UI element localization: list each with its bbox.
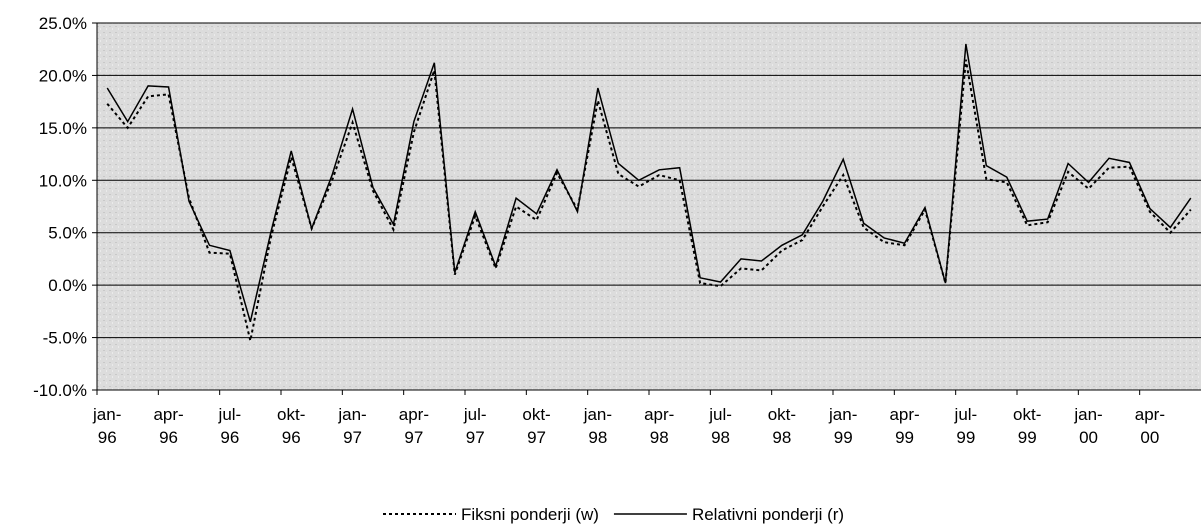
x-tick-label-part: 96: [159, 428, 178, 447]
x-tick-label: jan- 00: [1073, 405, 1102, 447]
x-tick-label-part: 99: [895, 428, 914, 447]
x-tick-label-part: 98: [650, 428, 669, 447]
y-tick-label: 5.0%: [48, 224, 87, 243]
x-tick-label-part: 98: [711, 428, 730, 447]
x-tick-label-part: jan-: [583, 405, 612, 424]
x-tick-label-part: 97: [466, 428, 485, 447]
x-tick-label-part: 97: [527, 428, 546, 447]
x-tick-label-part: 99: [956, 428, 975, 447]
x-tick-label: jan- 96: [92, 405, 121, 447]
x-tick-label-part: jul-: [218, 405, 242, 424]
x-tick-label: apr- 99: [889, 405, 919, 447]
x-tick-label: apr- 98: [644, 405, 674, 447]
legend-label: Fiksni ponderji (w): [461, 505, 599, 524]
x-tick-label-part: 00: [1140, 428, 1159, 447]
x-tick-label: jan- 99: [828, 405, 857, 447]
x-tick-label: jan- 98: [583, 405, 612, 447]
x-tick-label-part: 98: [772, 428, 791, 447]
x-tick-label: jul- 98: [708, 405, 732, 447]
x-tick-label-part: 00: [1079, 428, 1098, 447]
x-tick-label-part: 96: [220, 428, 239, 447]
y-tick-label: 10.0%: [39, 171, 87, 190]
x-tick-label: jan- 97: [337, 405, 366, 447]
x-tick-label-part: 96: [282, 428, 301, 447]
x-tick-label-part: okt-: [277, 405, 305, 424]
y-tick-label: -10.0%: [33, 381, 87, 400]
plot-area: [97, 23, 1201, 390]
x-tick-label-part: jan-: [1073, 405, 1102, 424]
x-tick-label: apr- 97: [399, 405, 429, 447]
x-tick-label: okt- 98: [768, 405, 796, 447]
x-tick-label: okt- 99: [1013, 405, 1041, 447]
y-tick-label: 15.0%: [39, 119, 87, 138]
x-tick-label-part: apr-: [889, 405, 919, 424]
x-tick-label-part: apr-: [153, 405, 183, 424]
x-tick-label: apr- 00: [1135, 405, 1165, 447]
x-tick-label-part: 97: [343, 428, 362, 447]
y-tick-label: 25.0%: [39, 14, 87, 33]
x-tick-label-part: apr-: [399, 405, 429, 424]
series-line: [106, 43, 1192, 323]
y-tick-label: -5.0%: [43, 329, 87, 348]
y-tick-label: 0.0%: [48, 276, 87, 295]
x-tick-label-part: 99: [1018, 428, 1037, 447]
x-tick-label-part: okt-: [1013, 405, 1041, 424]
x-tick-label-part: apr-: [1135, 405, 1165, 424]
x-tick-label: jul- 97: [463, 405, 487, 447]
x-tick-label-part: jan-: [337, 405, 366, 424]
x-tick-label-part: okt-: [768, 405, 796, 424]
x-tick-label-part: jul-: [463, 405, 487, 424]
legend-label: Relativni ponderji (r): [692, 505, 844, 524]
y-tick-label: 20.0%: [39, 66, 87, 85]
x-tick-label-part: 97: [404, 428, 423, 447]
x-tick-label-part: okt-: [522, 405, 550, 424]
series-line: [106, 59, 1192, 341]
x-tick-label-part: 98: [588, 428, 607, 447]
x-tick-label-part: jan-: [828, 405, 857, 424]
x-tick-label-part: 96: [98, 428, 117, 447]
x-tick-label-part: apr-: [644, 405, 674, 424]
x-tick-label-part: jul-: [954, 405, 978, 424]
x-tick-label-part: 99: [834, 428, 853, 447]
x-tick-label: apr- 96: [153, 405, 183, 447]
x-tick-label: jul- 96: [218, 405, 242, 447]
x-tick-label: okt- 96: [277, 405, 305, 447]
x-tick-label: jul- 99: [954, 405, 978, 447]
x-tick-label-part: jul-: [708, 405, 732, 424]
x-tick-label: okt- 97: [522, 405, 550, 447]
x-tick-label-part: jan-: [92, 405, 121, 424]
